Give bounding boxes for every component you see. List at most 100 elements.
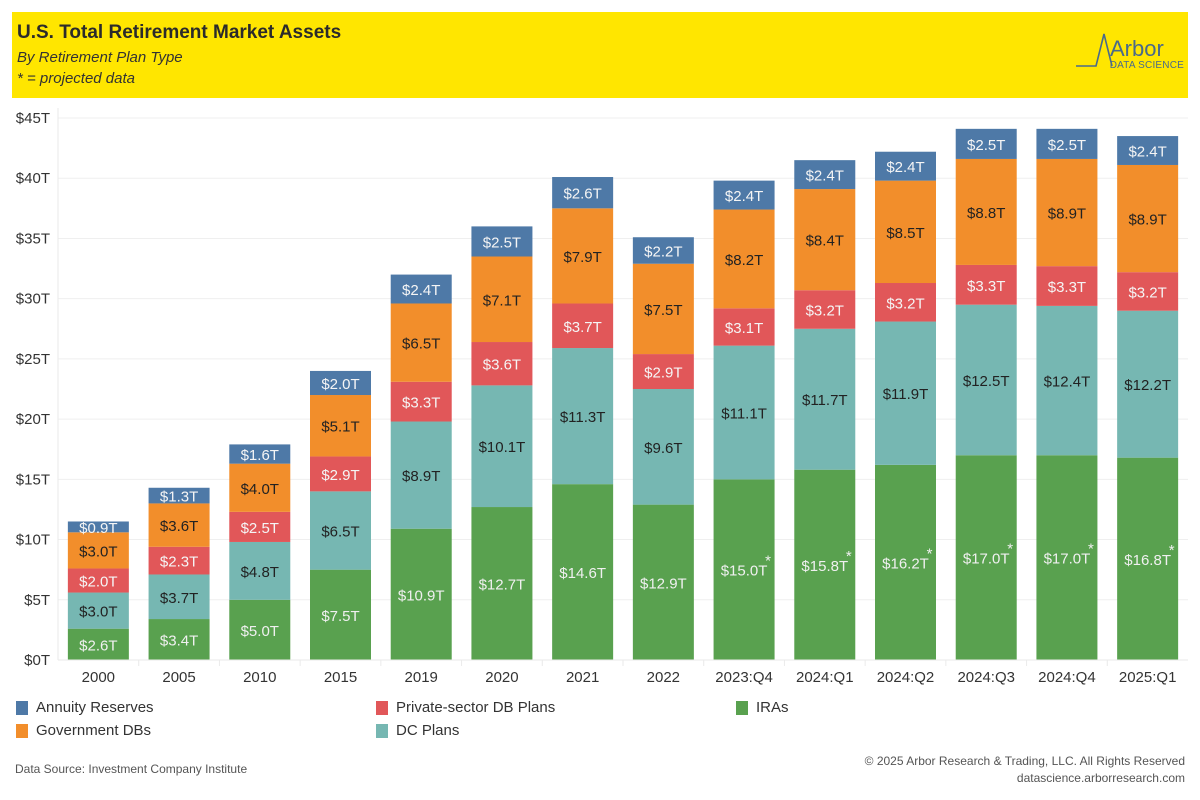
bar-segment-government-dbs[interactable] [1117, 164, 1179, 273]
legend-item-iras[interactable]: IRAs [736, 699, 789, 716]
bar-segment-private-sector-db-plans[interactable] [552, 303, 614, 349]
bar-segment-iras[interactable] [794, 469, 856, 660]
bar-segment-annuity-reserves[interactable] [390, 274, 452, 304]
bar-segment-annuity-reserves[interactable] [148, 487, 210, 504]
bar-segment-government-dbs[interactable] [1036, 158, 1098, 267]
data-label: $3.0T [79, 604, 117, 621]
bar-stack-2000[interactable]: $2.6T $3.0T $2.0T $3.0T $0.9T [67, 520, 129, 660]
bar-segment-private-sector-db-plans[interactable] [794, 290, 856, 329]
bar-segment-iras[interactable] [552, 484, 614, 660]
bar-segment-government-dbs[interactable] [148, 503, 210, 547]
bar-segment-private-sector-db-plans[interactable] [471, 342, 533, 386]
data-label: $2.5T [1048, 137, 1086, 154]
bar-segment-private-sector-db-plans[interactable] [713, 308, 775, 346]
bar-stack-2019[interactable]: $10.9T $8.9T $3.3T $6.5T $2.4T [390, 274, 452, 660]
bar-segment-government-dbs[interactable] [632, 263, 694, 355]
bar-segment-government-dbs[interactable] [552, 208, 614, 304]
legend-item-annuity-reserves[interactable]: Annuity Reserves [16, 699, 154, 716]
bar-segment-iras[interactable] [229, 599, 291, 660]
bar-segment-private-sector-db-plans[interactable] [1036, 266, 1098, 306]
bar-segment-private-sector-db-plans[interactable] [310, 456, 371, 492]
bar-segment-dc-plans[interactable] [471, 385, 533, 508]
bar-segment-annuity-reserves[interactable] [1036, 128, 1098, 159]
bar-stack-2005[interactable]: $3.4T $3.7T $2.3T $3.6T $1.3T [148, 487, 210, 660]
bar-segment-iras[interactable] [1036, 455, 1098, 660]
bar-segment-annuity-reserves[interactable] [955, 128, 1017, 159]
data-label: $8.9T [402, 468, 440, 485]
bar-segment-dc-plans[interactable] [1036, 305, 1098, 456]
bar-segment-annuity-reserves[interactable] [67, 521, 129, 533]
data-label: $12.5T [963, 373, 1010, 390]
bar-segment-private-sector-db-plans[interactable] [1117, 272, 1179, 311]
legend-item-dc-plans[interactable]: DC Plans [376, 722, 459, 739]
bar-segment-annuity-reserves[interactable] [794, 160, 856, 190]
bar-segment-dc-plans[interactable] [955, 304, 1017, 456]
bar-segment-dc-plans[interactable] [1117, 310, 1179, 458]
bar-segment-iras[interactable] [875, 464, 936, 660]
bar-stack-2025-q1[interactable]: $16.8T* $12.2T $3.2T $8.9T $2.4T [1117, 136, 1179, 660]
bar-segment-iras[interactable] [148, 619, 210, 660]
bar-segment-annuity-reserves[interactable] [552, 177, 614, 209]
bar-stack-2023-q4[interactable]: $15.0T* $11.1T $3.1T $8.2T $2.4T [713, 180, 775, 660]
bar-segment-government-dbs[interactable] [390, 303, 452, 382]
bar-segment-dc-plans[interactable] [390, 421, 452, 529]
bar-stack-2021[interactable]: $14.6T $11.3T $3.7T $7.9T $2.6T [552, 177, 614, 660]
bar-segment-iras[interactable] [471, 507, 533, 660]
bar-segment-government-dbs[interactable] [713, 209, 775, 309]
bar-segment-dc-plans[interactable] [67, 592, 129, 629]
data-label: $2.4T [886, 159, 924, 176]
legend-swatch [736, 700, 748, 715]
bar-segment-dc-plans[interactable] [229, 541, 291, 600]
bar-segment-private-sector-db-plans[interactable] [632, 354, 694, 389]
bar-segment-iras[interactable] [67, 628, 129, 660]
bar-segment-government-dbs[interactable] [67, 532, 129, 569]
bar-segment-private-sector-db-plans[interactable] [148, 546, 210, 575]
bar-stack-2015[interactable]: $7.5T $6.5T $2.9T $5.1T $2.0T [310, 370, 371, 660]
bar-segment-government-dbs[interactable] [229, 463, 291, 512]
bar-segment-dc-plans[interactable] [875, 321, 936, 465]
bar-segment-government-dbs[interactable] [794, 189, 856, 291]
bar-segment-annuity-reserves[interactable] [471, 226, 533, 257]
bar-segment-government-dbs[interactable] [310, 395, 371, 457]
bar-segment-iras[interactable] [390, 528, 452, 660]
bar-segment-annuity-reserves[interactable] [875, 151, 936, 181]
bar-segment-private-sector-db-plans[interactable] [955, 264, 1017, 305]
bar-segment-annuity-reserves[interactable] [229, 444, 291, 464]
bar-segment-dc-plans[interactable] [632, 389, 694, 505]
bar-segment-private-sector-db-plans[interactable] [875, 283, 936, 322]
bar-stack-2010[interactable]: $5.0T $4.8T $2.5T $4.0T $1.6T [229, 444, 291, 660]
legend-item-government-dbs[interactable]: Government DBs [16, 722, 151, 739]
bar-segment-iras[interactable] [632, 504, 694, 660]
bar-segment-dc-plans[interactable] [148, 574, 210, 620]
bar-segment-annuity-reserves[interactable] [632, 237, 694, 264]
bar-segment-dc-plans[interactable] [794, 328, 856, 470]
bar-segment-annuity-reserves[interactable] [1117, 136, 1179, 165]
bar-segment-government-dbs[interactable] [471, 256, 533, 343]
data-label: $2.0T [321, 376, 359, 393]
legend-swatch [376, 700, 388, 715]
bar-segment-dc-plans[interactable] [310, 491, 371, 570]
arbor-logo-icon: Arbor [1076, 33, 1164, 67]
bar-segment-private-sector-db-plans[interactable] [229, 511, 291, 542]
data-label: $8.9T [1128, 212, 1166, 229]
bar-stack-2022[interactable]: $12.9T $9.6T $2.9T $7.5T $2.2T [632, 237, 694, 660]
bar-stack-2024-q4[interactable]: $17.0T* $12.4T $3.3T $8.9T $2.5T [1036, 128, 1098, 660]
bar-stack-2024-q1[interactable]: $15.8T* $11.7T $3.2T $8.4T $2.4T [794, 160, 856, 660]
bar-segment-annuity-reserves[interactable] [713, 180, 775, 210]
bar-segment-iras[interactable] [310, 569, 371, 660]
bar-stack-2024-q2[interactable]: $16.2T* $11.9T $3.2T $8.5T $2.4T [875, 151, 936, 660]
bar-segment-dc-plans[interactable] [552, 348, 614, 485]
bar-segment-private-sector-db-plans[interactable] [67, 568, 129, 593]
website-link[interactable]: datascience.arborresearch.com [1016, 771, 1185, 785]
bar-segment-government-dbs[interactable] [955, 158, 1017, 265]
bar-segment-iras[interactable] [1117, 457, 1179, 660]
bar-stack-2024-q3[interactable]: $17.0T* $12.5T $3.3T $8.8T $2.5T [955, 128, 1017, 660]
legend-item-private-sector-db-plans[interactable]: Private-sector DB Plans [376, 699, 555, 716]
bar-segment-private-sector-db-plans[interactable] [390, 381, 452, 422]
bar-segment-dc-plans[interactable] [713, 345, 775, 480]
bar-segment-iras[interactable] [713, 479, 775, 660]
bar-segment-government-dbs[interactable] [875, 180, 936, 284]
bar-segment-annuity-reserves[interactable] [310, 370, 371, 396]
bar-stack-2020[interactable]: $12.7T $10.1T $3.6T $7.1T $2.5T [471, 226, 533, 660]
bar-segment-iras[interactable] [955, 455, 1017, 660]
